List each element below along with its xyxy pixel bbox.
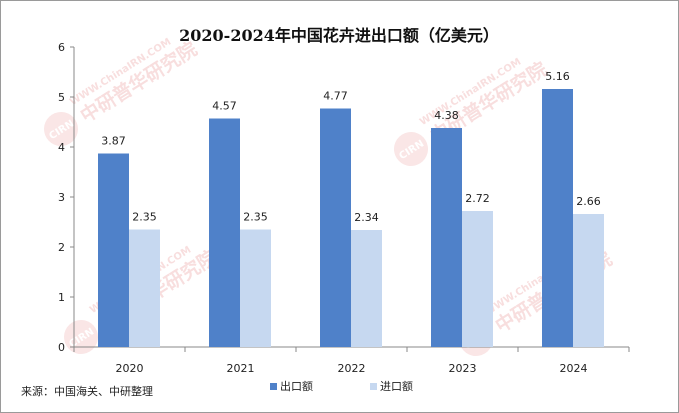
x-tick-label: 2021 — [227, 362, 255, 375]
watermark-logo-1 — [44, 112, 78, 146]
data-label-import: 2.34 — [354, 211, 379, 224]
bar-import — [129, 229, 160, 347]
bar-import — [462, 211, 493, 347]
chart-title: 2020-2024年中国花卉进出口额（亿美元） — [179, 26, 499, 45]
bar-export — [209, 118, 240, 347]
bar-import — [351, 230, 382, 347]
data-label-export: 4.57 — [212, 100, 237, 113]
y-tick-label: 6 — [58, 41, 65, 54]
data-label-export: 3.87 — [101, 135, 126, 148]
data-label-import: 2.35 — [132, 211, 157, 224]
y-tick-label: 3 — [58, 191, 65, 204]
bar-export — [542, 89, 573, 347]
x-tick-label: 2020 — [116, 362, 144, 375]
legend-label-import: 进口额 — [380, 380, 413, 393]
bar-export — [320, 108, 351, 347]
bar-import — [573, 214, 604, 347]
bar-export — [431, 128, 462, 347]
legend-label-export: 出口额 — [280, 379, 313, 393]
y-tick-label: 0 — [58, 341, 65, 354]
x-tick-label: 2023 — [449, 362, 477, 375]
legend-swatch-export — [270, 383, 277, 390]
bar-import — [240, 229, 271, 347]
chart-bars — [98, 89, 604, 347]
watermark-logo-3 — [64, 320, 98, 354]
source-note: 来源：中国海关、中研整理 — [21, 384, 153, 398]
y-tick-label: 4 — [58, 141, 65, 154]
legend-swatch-import — [370, 383, 377, 390]
data-label-export: 4.38 — [434, 109, 459, 122]
data-label-import: 2.72 — [465, 192, 490, 205]
chart-legend: 出口额 进口额 — [270, 379, 413, 393]
chart-labels: 3.87 4.57 4.77 4.38 5.16 2.35 2.35 2.34 2.72 2.66 — [101, 70, 601, 224]
y-tick-label: 2 — [58, 241, 65, 254]
watermark-logo-2 — [394, 132, 428, 166]
y-tick-label: 1 — [58, 291, 65, 304]
data-label-import: 2.66 — [576, 195, 601, 208]
bar-export — [98, 153, 129, 347]
data-label-import: 2.35 — [243, 211, 268, 224]
y-tick-label: 5 — [58, 91, 65, 104]
x-tick-label: 2024 — [560, 362, 588, 375]
watermark-2: CIRN 中研普华研究院 WWW.ChinaIRN.COM — [394, 57, 551, 166]
x-tick-label: 2022 — [338, 362, 366, 375]
data-label-export: 4.77 — [323, 90, 348, 103]
data-label-export: 5.16 — [545, 70, 570, 83]
